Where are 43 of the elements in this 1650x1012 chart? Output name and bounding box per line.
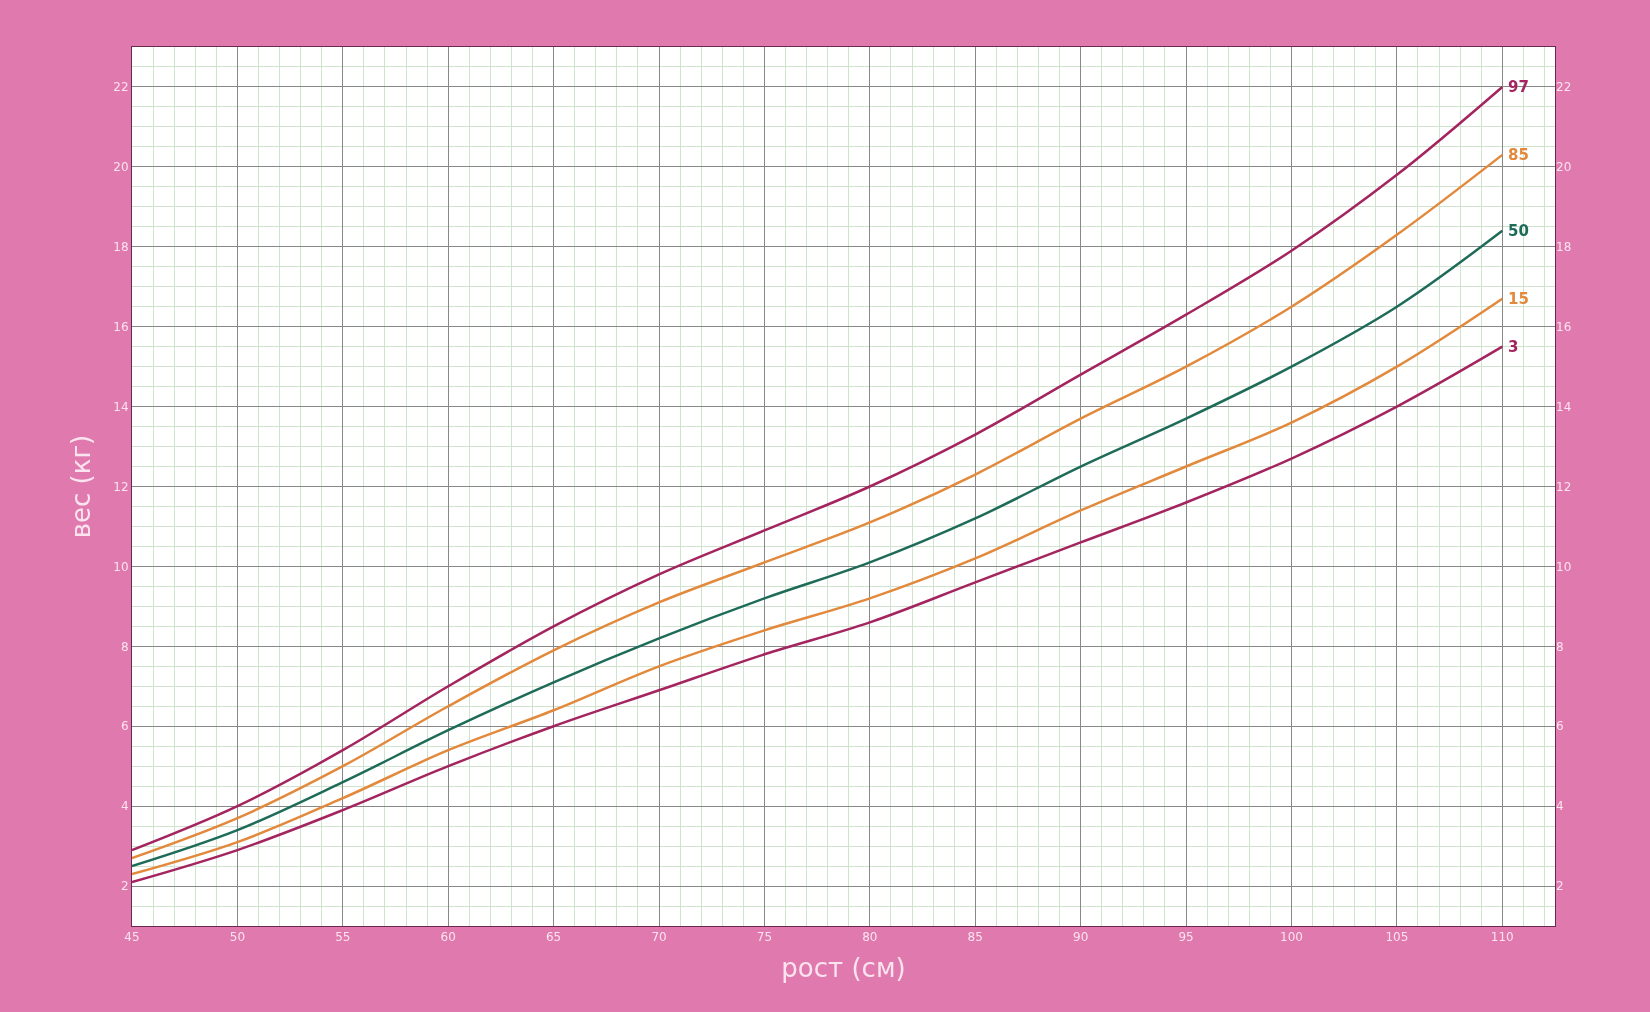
x-tick-label: 55 [335,930,351,945]
y2-tick-label: 22 [1556,80,1572,95]
y-tick-label: 8 [120,639,129,654]
series-label: 3 [1508,338,1519,356]
x-tick-label: 110 [1490,930,1514,945]
y-tick-label: 6 [120,719,129,734]
x-axis-title: рост (см) [781,953,906,984]
y2-tick-label: 10 [1556,559,1572,574]
x-tick-label: 45 [124,930,140,945]
y2-tick-label: 20 [1556,160,1572,175]
x-tick-label: 95 [1178,930,1194,945]
y2-tick-label: 12 [1556,479,1572,494]
x-tick-label: 50 [229,930,246,945]
x-tick-label: 70 [651,930,667,945]
y2-tick-label: 18 [1556,239,1572,254]
y-tick-label: 14 [113,399,129,414]
x-tick-label: 75 [756,930,773,945]
x-tick-label: 90 [1073,930,1089,945]
series-label: 50 [1508,222,1529,240]
y2-tick-label: 14 [1556,399,1572,414]
y2-tick-label: 2 [1556,879,1564,894]
y-tick-label: 20 [113,160,129,175]
series-label: 85 [1508,146,1529,164]
y2-tick-label: 6 [1556,719,1564,734]
x-tick-label: 105 [1385,930,1409,945]
series-label: 15 [1508,290,1529,308]
y-tick-label: 12 [113,479,129,494]
y-tick-label: 4 [120,799,129,814]
x-tick-label: 60 [440,930,456,945]
y-tick-label: 18 [113,239,129,254]
y2-tick-label: 4 [1556,799,1564,814]
x-tick-label: 85 [967,930,983,945]
x-tick-label: 100 [1280,930,1303,945]
x-tick-label: 80 [862,930,878,945]
y-tick-label: 22 [113,80,129,95]
y-tick-label: 2 [120,879,129,894]
y-tick-label: 16 [113,319,129,334]
series-label: 97 [1508,78,1529,96]
x-tick-label: 65 [545,930,562,945]
y2-tick-label: 8 [1556,639,1564,654]
y-tick-label: 10 [113,559,129,574]
y2-tick-label: 16 [1556,319,1572,334]
y-axis-title: вес (кг) [65,434,96,539]
